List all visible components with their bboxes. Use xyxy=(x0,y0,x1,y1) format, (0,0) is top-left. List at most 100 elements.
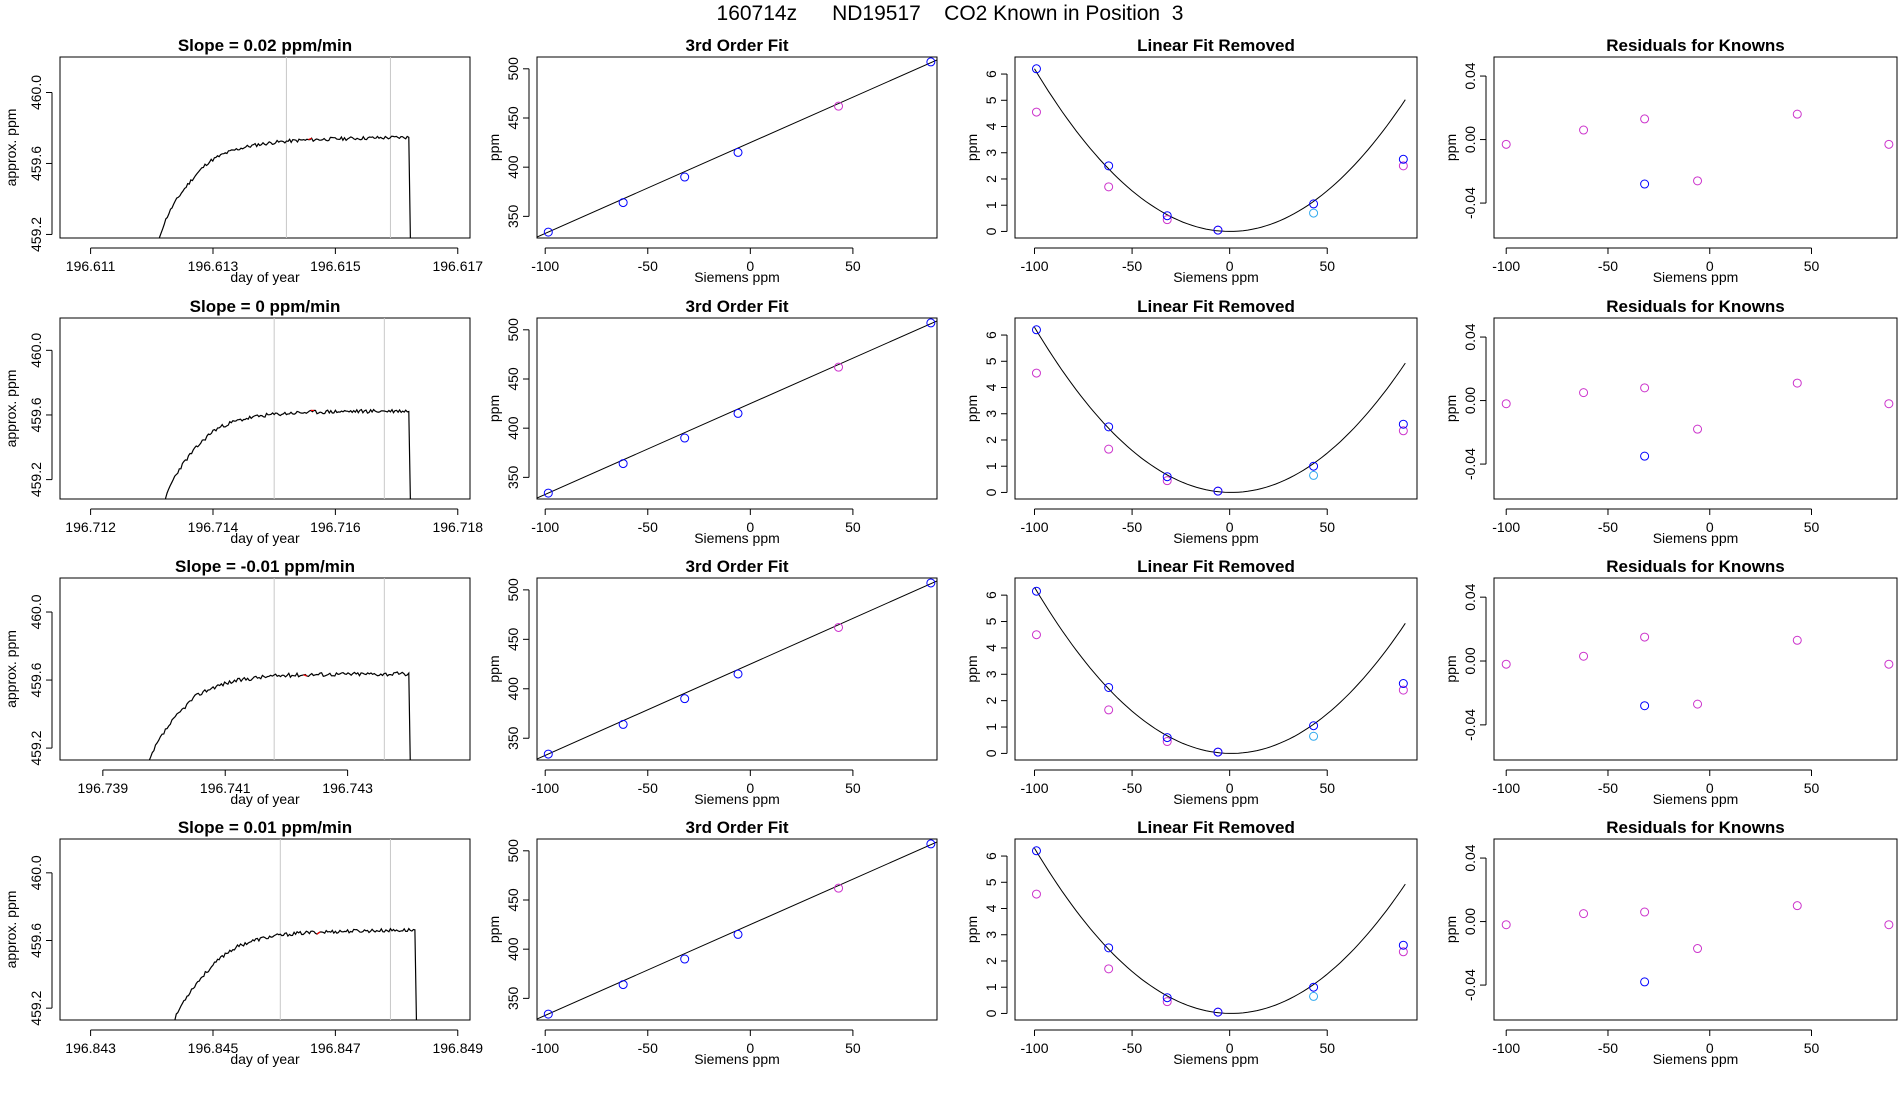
y-tick-label: 0.00 xyxy=(1462,908,1478,935)
data-point-magenta xyxy=(1398,161,1408,171)
y-tick-label: 450 xyxy=(505,888,521,912)
data-point-blue xyxy=(1104,682,1114,692)
x-tick-label: 196.843 xyxy=(65,1040,116,1056)
data-point-blue xyxy=(1309,982,1319,992)
data-point-magenta xyxy=(1398,685,1408,695)
y-tick-label: 0.04 xyxy=(1462,583,1478,610)
x-tick-label: 196.718 xyxy=(432,519,483,535)
data-point-blue xyxy=(1162,733,1172,743)
plot-frame xyxy=(1014,838,1418,1021)
plot-frame xyxy=(1014,56,1418,239)
x-tick-label: -50 xyxy=(1598,780,1618,796)
data-point-blue xyxy=(1213,486,1223,496)
x-tick-label: -50 xyxy=(1598,519,1618,535)
plot-frame xyxy=(536,577,938,761)
y-tick-label: 460.0 xyxy=(28,75,44,110)
x-tick-label: -50 xyxy=(1598,258,1618,274)
y-tick-label: 0 xyxy=(983,227,999,235)
y-tick-label: 4 xyxy=(983,122,999,130)
x-tick-label: 50 xyxy=(845,780,861,796)
x-tick-label: 0 xyxy=(746,1040,754,1056)
x-tick-label: 196.611 xyxy=(66,258,116,274)
y-axis-label: approx. ppm xyxy=(3,370,19,448)
panel-title: Slope = 0 ppm/min xyxy=(190,297,341,316)
x-tick-label: 0 xyxy=(746,519,754,535)
data-point-cyan xyxy=(1309,208,1319,218)
x-tick-label: 0 xyxy=(746,258,754,274)
y-axis-label: ppm xyxy=(486,395,502,422)
plot-area xyxy=(164,318,411,499)
y-tick-label: 450 xyxy=(505,627,521,651)
data-point-magenta xyxy=(1884,139,1894,149)
x-axis-label: Siemens ppm xyxy=(1653,791,1739,807)
x-tick-label: -50 xyxy=(1122,519,1142,535)
y-tick-label: 0 xyxy=(983,488,999,496)
data-point-blue xyxy=(733,669,743,679)
data-point-magenta xyxy=(1884,920,1894,930)
panel-title: Linear Fit Removed xyxy=(1137,297,1295,316)
x-tick-label: 0 xyxy=(1226,519,1234,535)
y-axis-label: approx. ppm xyxy=(3,109,19,187)
data-point-magenta xyxy=(1031,889,1041,899)
y-tick-label: 6 xyxy=(983,591,999,599)
concentration-trace xyxy=(148,671,411,760)
data-point-magenta xyxy=(834,622,844,632)
x-tick-label: -100 xyxy=(1020,519,1048,535)
data-point-blue xyxy=(1213,747,1223,757)
plot-frame xyxy=(1014,317,1418,500)
y-tick-label: 500 xyxy=(505,318,521,342)
x-tick-label: 196.617 xyxy=(432,258,483,274)
trace-highlight xyxy=(303,674,308,677)
y-tick-label: 460.0 xyxy=(28,333,44,368)
y-tick-label: 1 xyxy=(983,462,999,470)
y-tick-label: 459.6 xyxy=(28,397,44,432)
data-point-blue xyxy=(1031,325,1041,335)
data-point-blue xyxy=(733,929,743,939)
data-point-magenta xyxy=(1104,964,1114,974)
x-tick-label: -50 xyxy=(1122,780,1142,796)
plot-frame xyxy=(59,577,471,761)
x-tick-label: 196.712 xyxy=(65,519,116,535)
data-point-magenta xyxy=(1398,426,1408,436)
y-tick-label: 5 xyxy=(983,617,999,625)
panel-title: Linear Fit Removed xyxy=(1137,557,1295,576)
y-tick-label: 4 xyxy=(983,644,999,652)
x-tick-label: 50 xyxy=(1319,780,1335,796)
y-tick-label: 6 xyxy=(983,331,999,339)
data-point-blue xyxy=(926,318,936,328)
x-tick-label: -50 xyxy=(638,1040,658,1056)
y-tick-label: 4 xyxy=(983,383,999,391)
panel-title: 3rd Order Fit xyxy=(686,36,789,55)
data-point-blue xyxy=(1031,64,1041,74)
data-point-blue xyxy=(1162,211,1172,221)
x-tick-label: 50 xyxy=(845,1040,861,1056)
concentration-trace xyxy=(158,135,411,238)
data-point-magenta xyxy=(1031,630,1041,640)
x-tick-label: 0 xyxy=(1706,1040,1714,1056)
data-point-blue xyxy=(733,408,743,418)
y-tick-label: 350 xyxy=(505,465,521,489)
x-tick-label: 50 xyxy=(1804,258,1820,274)
y-tick-label: 6 xyxy=(983,852,999,860)
y-tick-label: 0.00 xyxy=(1462,126,1478,153)
x-tick-label: 196.615 xyxy=(310,258,361,274)
data-point-blue xyxy=(618,980,628,990)
data-point-blue xyxy=(1640,701,1650,711)
x-tick-label: -100 xyxy=(531,258,559,274)
panel-title: Linear Fit Removed xyxy=(1137,36,1295,55)
x-tick-label: 50 xyxy=(1804,1040,1820,1056)
y-tick-label: 2 xyxy=(983,436,999,444)
x-tick-label: -100 xyxy=(531,1040,559,1056)
data-point-magenta xyxy=(1693,944,1703,954)
fit-curve xyxy=(1034,68,1406,232)
data-point-cyan xyxy=(1309,991,1319,1001)
data-point-blue xyxy=(680,433,690,443)
x-tick-label: 0 xyxy=(1226,1040,1234,1056)
data-point-magenta xyxy=(1501,659,1511,669)
y-tick-label: 0.04 xyxy=(1462,844,1478,871)
